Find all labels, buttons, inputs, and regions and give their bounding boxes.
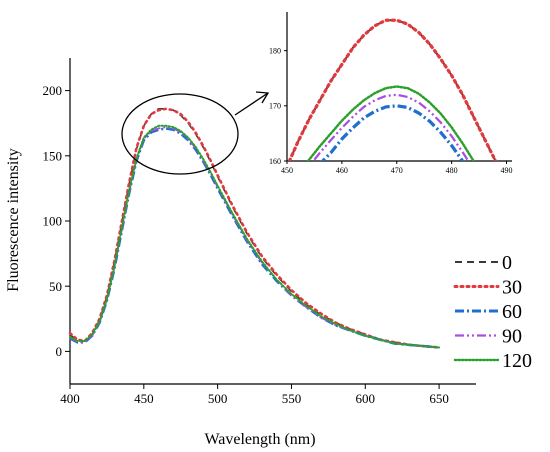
legend-label-90: 90	[502, 326, 522, 348]
legend-label-0: 0	[502, 252, 512, 274]
series-line-inset-1	[287, 18, 498, 161]
x-tick-label: 460	[336, 166, 348, 175]
series-line-inset-4	[306, 85, 476, 161]
legend-label-120: 120	[502, 350, 532, 372]
y-tick-label: 0	[56, 344, 63, 359]
x-tick-label: 400	[60, 391, 80, 406]
x-tick-label: 450	[134, 391, 154, 406]
series-line-0	[69, 108, 440, 349]
y-tick-label: 180	[269, 46, 281, 55]
y-tick-label: 160	[269, 157, 281, 166]
x-tick-label: 490	[501, 166, 513, 175]
legend-label-60: 60	[502, 301, 522, 323]
y-tick-label: 170	[269, 102, 281, 111]
x-tick-label: 500	[208, 391, 228, 406]
y-tick-label: 50	[49, 279, 62, 294]
x-tick-label: 650	[429, 391, 449, 406]
x-tick-label: 470	[391, 166, 403, 175]
series-line-90	[69, 126, 440, 349]
y-tick-label: 100	[43, 214, 63, 229]
zoom-highlight-ellipse	[121, 93, 239, 175]
x-tick-label: 480	[446, 166, 458, 175]
legend-label-30: 30	[502, 277, 522, 299]
series-line-inset-2	[320, 104, 465, 161]
y-tick-label: 150	[43, 148, 63, 163]
y-axis-label: Fluorescence intensity	[5, 148, 22, 292]
zoom-arrow-head	[255, 91, 270, 104]
x-tick-label: 450	[281, 166, 293, 175]
x-tick-label: 600	[356, 391, 376, 406]
y-tick-label: 200	[43, 83, 63, 98]
x-axis-label: Wavelength (nm)	[204, 431, 315, 448]
x-tick-label: 550	[282, 391, 302, 406]
series-line-120	[69, 124, 441, 349]
main-plot: 400 450 500 550 600 650 0 50 100 150 200	[43, 58, 476, 406]
inset-plot: 450 460 470 480 490 160 170 180	[269, 12, 513, 175]
zoom-arrow-line	[234, 92, 269, 116]
series-line-30	[68, 107, 441, 349]
